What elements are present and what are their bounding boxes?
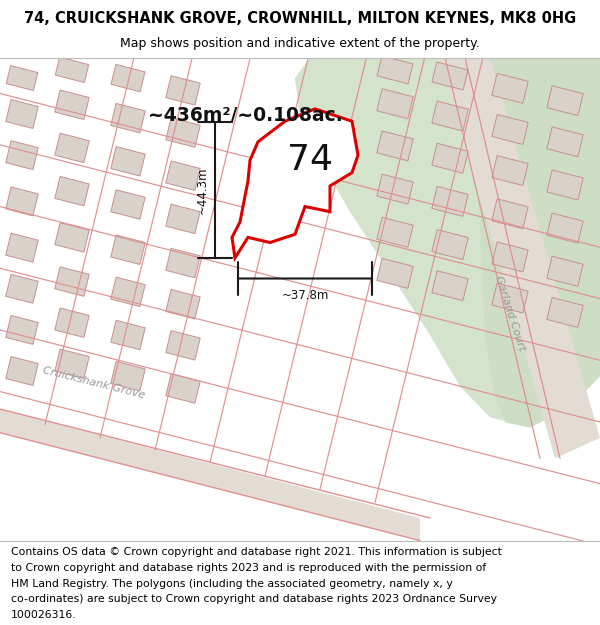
Text: to Crown copyright and database rights 2023 and is reproduced with the permissio: to Crown copyright and database rights 2… — [11, 563, 486, 573]
Polygon shape — [55, 133, 89, 162]
Polygon shape — [6, 66, 38, 91]
Polygon shape — [6, 99, 38, 129]
Polygon shape — [492, 283, 528, 313]
Polygon shape — [166, 76, 200, 105]
Polygon shape — [166, 248, 200, 278]
Text: 74: 74 — [287, 143, 333, 177]
Polygon shape — [55, 176, 89, 206]
Polygon shape — [6, 187, 38, 216]
Polygon shape — [166, 204, 200, 234]
Polygon shape — [377, 89, 413, 119]
Polygon shape — [55, 90, 89, 119]
Polygon shape — [111, 104, 145, 133]
Polygon shape — [111, 235, 145, 264]
Text: Contains OS data © Crown copyright and database right 2021. This information is : Contains OS data © Crown copyright and d… — [11, 548, 502, 558]
Polygon shape — [55, 57, 89, 82]
Polygon shape — [55, 267, 89, 296]
Polygon shape — [166, 374, 200, 403]
Polygon shape — [55, 308, 89, 338]
Polygon shape — [55, 222, 89, 252]
Polygon shape — [492, 73, 528, 103]
Polygon shape — [377, 174, 413, 204]
Polygon shape — [547, 298, 583, 328]
Polygon shape — [547, 86, 583, 116]
Polygon shape — [432, 143, 468, 173]
Text: Cruickshank Grove: Cruickshank Grove — [42, 366, 146, 401]
Polygon shape — [295, 58, 600, 428]
Polygon shape — [440, 58, 600, 458]
Polygon shape — [432, 101, 468, 131]
Polygon shape — [55, 349, 89, 379]
Polygon shape — [166, 161, 200, 191]
Polygon shape — [492, 156, 528, 186]
Polygon shape — [6, 274, 38, 303]
Polygon shape — [492, 242, 528, 272]
Polygon shape — [111, 321, 145, 350]
Polygon shape — [377, 56, 413, 84]
Polygon shape — [6, 233, 38, 262]
Polygon shape — [492, 114, 528, 144]
Polygon shape — [232, 109, 358, 258]
Polygon shape — [111, 147, 145, 176]
Polygon shape — [166, 118, 200, 148]
Polygon shape — [492, 199, 528, 229]
Polygon shape — [0, 409, 420, 541]
Text: co-ordinates) are subject to Crown copyright and database rights 2023 Ordnance S: co-ordinates) are subject to Crown copyr… — [11, 594, 497, 604]
Text: ~37.8m: ~37.8m — [281, 289, 329, 302]
Text: ~436m²/~0.108ac.: ~436m²/~0.108ac. — [148, 106, 343, 125]
Polygon shape — [111, 64, 145, 92]
Polygon shape — [432, 62, 468, 90]
Polygon shape — [111, 277, 145, 307]
Polygon shape — [432, 186, 468, 216]
Text: 100026316.: 100026316. — [11, 610, 76, 620]
Polygon shape — [432, 271, 468, 301]
Polygon shape — [6, 316, 38, 344]
Text: HM Land Registry. The polygons (including the associated geometry, namely x, y: HM Land Registry. The polygons (includin… — [11, 579, 452, 589]
Polygon shape — [547, 256, 583, 286]
Polygon shape — [547, 213, 583, 243]
Polygon shape — [377, 258, 413, 288]
Polygon shape — [166, 289, 200, 319]
Polygon shape — [478, 58, 600, 428]
Polygon shape — [547, 170, 583, 200]
Polygon shape — [6, 141, 38, 169]
Polygon shape — [166, 331, 200, 360]
Text: Garland Court: Garland Court — [493, 275, 527, 352]
Polygon shape — [111, 190, 145, 219]
Text: ~44.3m: ~44.3m — [196, 166, 209, 214]
Polygon shape — [432, 229, 468, 259]
Polygon shape — [6, 357, 38, 386]
Text: Map shows position and indicative extent of the property.: Map shows position and indicative extent… — [120, 37, 480, 49]
Polygon shape — [111, 361, 145, 391]
Polygon shape — [377, 217, 413, 248]
Polygon shape — [377, 131, 413, 161]
Polygon shape — [547, 127, 583, 157]
Text: 74, CRUICKSHANK GROVE, CROWNHILL, MILTON KEYNES, MK8 0HG: 74, CRUICKSHANK GROVE, CROWNHILL, MILTON… — [24, 11, 576, 26]
